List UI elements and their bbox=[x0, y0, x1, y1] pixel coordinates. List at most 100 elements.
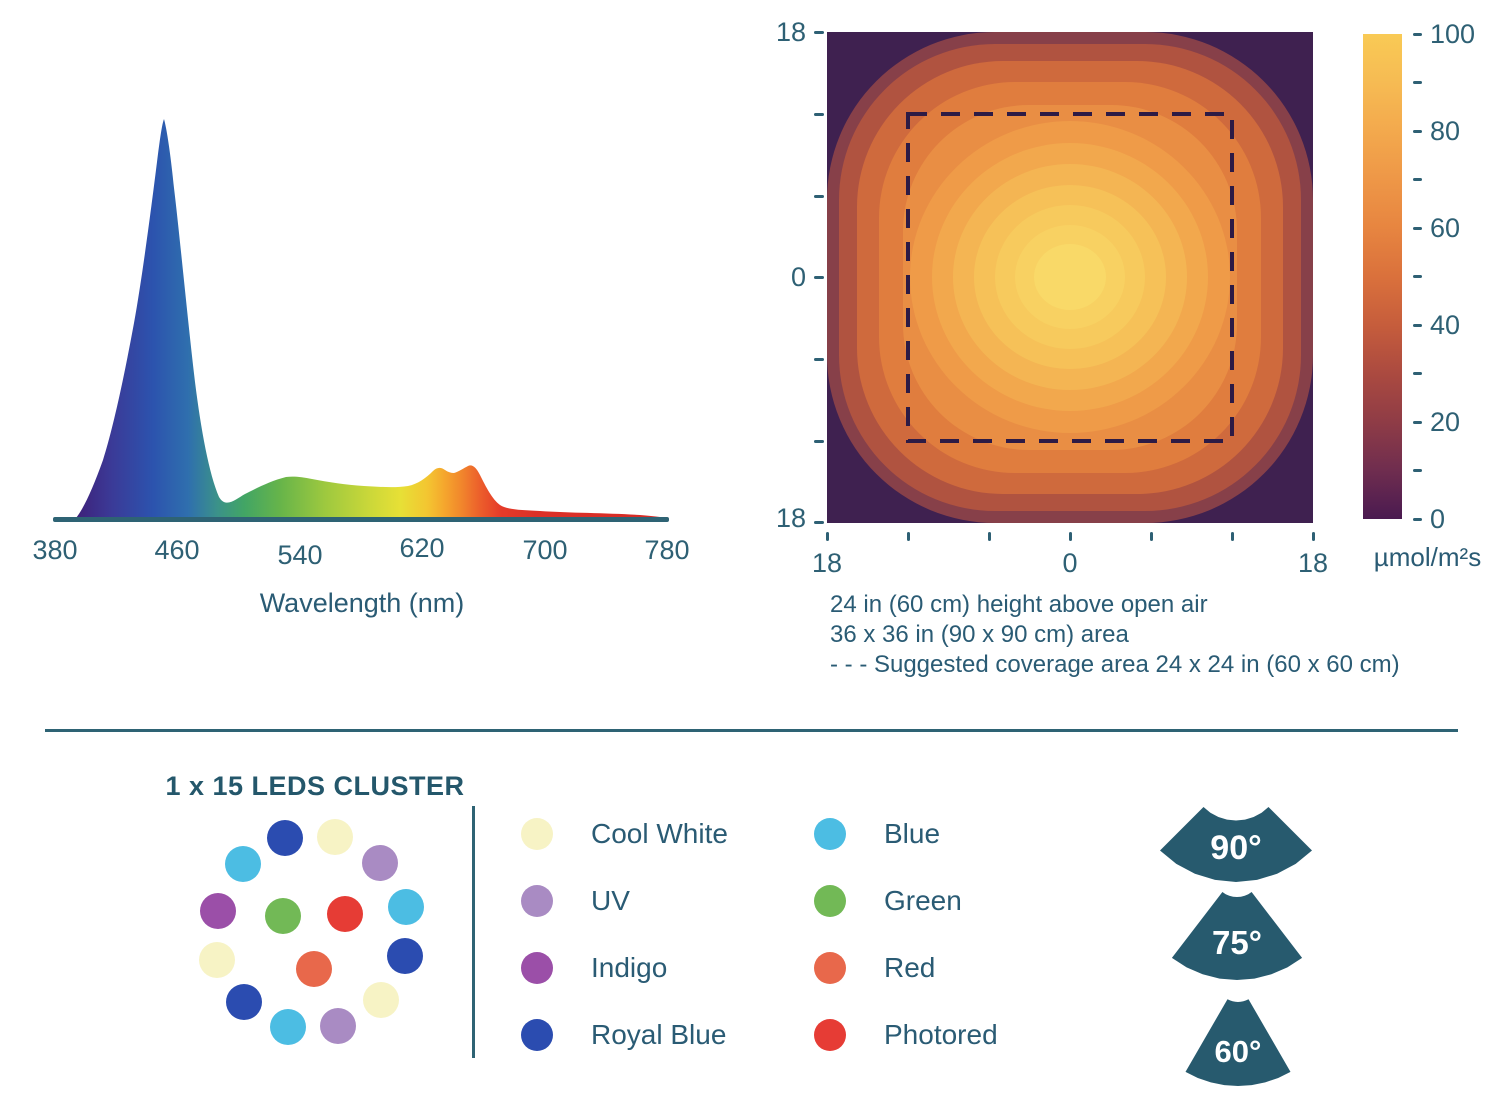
fan-shape-60 bbox=[1185, 999, 1291, 1086]
legend-label: Indigo bbox=[591, 952, 668, 983]
legend-label: Photored bbox=[884, 1019, 998, 1050]
heatmap-xtick-mark bbox=[826, 532, 829, 541]
legend-label: Red bbox=[884, 952, 936, 983]
colorbar-label-100: 100 bbox=[1430, 19, 1476, 49]
legend-right-column: Blue Green Red Photored bbox=[814, 817, 998, 1085]
heatmap-ytick-mark bbox=[814, 31, 824, 34]
heatmap-ytick-mark bbox=[814, 195, 824, 198]
heatmap-xtick-mid: 0 bbox=[1062, 548, 1078, 578]
spectrum-xtick-540: 540 bbox=[277, 540, 323, 570]
beam-angle-75-icon: 75° bbox=[1171, 892, 1303, 980]
led-blue bbox=[270, 1009, 306, 1045]
legend-item-blue: Blue bbox=[814, 817, 998, 851]
beam-angle-90-icon: 90° bbox=[1160, 807, 1312, 882]
heatmap-xtick-mark bbox=[1150, 532, 1153, 541]
spectrum-xtick-460: 460 bbox=[154, 535, 200, 565]
heatmap-xtick-mark bbox=[1312, 532, 1315, 541]
led-cool-white bbox=[199, 942, 235, 978]
indigo-dot bbox=[521, 952, 553, 984]
colorbar-tick-mark bbox=[1413, 372, 1422, 375]
beam-angle-75-label: 75° bbox=[1212, 924, 1262, 961]
beam-angle-60-icon: 60° bbox=[1185, 999, 1291, 1086]
fan-shape-90 bbox=[1160, 807, 1312, 882]
fan-shape-75 bbox=[1171, 892, 1303, 980]
heatmap-xtick-mark bbox=[988, 532, 991, 541]
colorbar-unit: µmol/m²s bbox=[1373, 542, 1482, 572]
green-dot bbox=[814, 885, 846, 917]
horizontal-divider bbox=[45, 729, 1458, 732]
led-uv bbox=[362, 845, 398, 881]
heatmap-ytick-bottom: 18 bbox=[775, 503, 806, 533]
spectrum-xtick-700: 700 bbox=[522, 535, 568, 565]
heatmap-ytick-top: 18 bbox=[775, 17, 806, 47]
uv-dot bbox=[521, 885, 553, 917]
legend-item-green: Green bbox=[814, 884, 998, 918]
led-royal-blue bbox=[387, 938, 423, 974]
heatmap-contours bbox=[827, 32, 1313, 523]
heatmap-plot bbox=[827, 32, 1313, 523]
caption-coverage: - - - Suggested coverage area 24 x 24 in… bbox=[830, 651, 1400, 678]
led-royal-blue bbox=[226, 984, 262, 1020]
legend-item-cool-white: Cool White bbox=[521, 817, 728, 851]
spectrum-xtick-380: 380 bbox=[32, 535, 78, 565]
colorbar-tick-mark bbox=[1413, 324, 1422, 327]
cool-white-dot bbox=[521, 818, 553, 850]
vertical-divider bbox=[472, 806, 475, 1058]
blue-dot bbox=[814, 818, 846, 850]
legend-left-column: Cool White UV Indigo Royal Blue bbox=[521, 817, 728, 1085]
heatmap-caption: 24 in (60 cm) height above open air 36 x… bbox=[830, 590, 1400, 680]
led-green bbox=[265, 898, 301, 934]
legend-item-red: Red bbox=[814, 951, 998, 985]
led-indigo bbox=[200, 893, 236, 929]
colorbar-tick-mark bbox=[1413, 81, 1422, 84]
led-blue bbox=[225, 846, 261, 882]
beam-angle-60-label: 60° bbox=[1215, 1034, 1262, 1069]
legend-label: Royal Blue bbox=[591, 1019, 727, 1050]
spectrum-xtick-780: 780 bbox=[644, 535, 690, 565]
colorbar-tick-mark bbox=[1413, 469, 1422, 472]
led-cool-white bbox=[317, 819, 353, 855]
colorbar-tick-mark bbox=[1413, 178, 1422, 181]
heatmap-ytick-mark bbox=[814, 113, 824, 116]
heatmap-ytick-mark bbox=[814, 440, 824, 443]
led-blue bbox=[388, 889, 424, 925]
heatmap-ytick-mark bbox=[814, 276, 824, 279]
heatmap-ytick-mark bbox=[814, 521, 824, 524]
colorbar-tick-mark bbox=[1413, 33, 1422, 36]
red-dot bbox=[814, 952, 846, 984]
colorbar-tick-mark bbox=[1413, 421, 1422, 424]
heatmap-xtick-mark bbox=[1231, 532, 1234, 541]
heatmap-colorbar bbox=[1363, 34, 1402, 519]
heatmap-ytick-mark bbox=[814, 358, 824, 361]
led-cool-white bbox=[363, 982, 399, 1018]
colorbar-label-80: 80 bbox=[1430, 116, 1461, 146]
ppfd-heatmap: 18 0 18 18 0 18 100 80 60 40 20 0 µmol/m… bbox=[740, 0, 1498, 700]
colorbar-label-0: 0 bbox=[1430, 504, 1446, 534]
led-royal-blue bbox=[267, 820, 303, 856]
spectrum-plot bbox=[53, 119, 669, 522]
colorbar-tick-mark bbox=[1413, 275, 1422, 278]
colorbar-label-40: 40 bbox=[1430, 310, 1461, 340]
legend-label: Green bbox=[884, 885, 962, 916]
legend-item-royal-blue: Royal Blue bbox=[521, 1018, 728, 1052]
heatmap-xtick-mark bbox=[1069, 532, 1072, 541]
spectrum-x-axis-line bbox=[53, 517, 669, 522]
caption-height: 24 in (60 cm) height above open air bbox=[830, 591, 1208, 618]
led-photored bbox=[327, 896, 363, 932]
heatmap-xtick-left: 18 bbox=[811, 548, 843, 578]
photored-dot bbox=[814, 1019, 846, 1051]
caption-area: 36 x 36 in (90 x 90 cm) area bbox=[830, 621, 1129, 648]
legend-label: UV bbox=[591, 885, 630, 916]
heatmap-xtick-right: 18 bbox=[1297, 548, 1329, 578]
colorbar-label-60: 60 bbox=[1430, 213, 1461, 243]
colorbar-tick-mark bbox=[1413, 227, 1422, 230]
led-uv bbox=[320, 1008, 356, 1044]
legend-item-indigo: Indigo bbox=[521, 951, 728, 985]
colorbar-tick-mark bbox=[1413, 130, 1422, 133]
legend-label: Blue bbox=[884, 818, 941, 849]
legend-item-uv: UV bbox=[521, 884, 728, 918]
led-red bbox=[296, 951, 332, 987]
colorbar-label-20: 20 bbox=[1430, 407, 1461, 437]
beam-angle-90-label: 90° bbox=[1210, 829, 1261, 867]
